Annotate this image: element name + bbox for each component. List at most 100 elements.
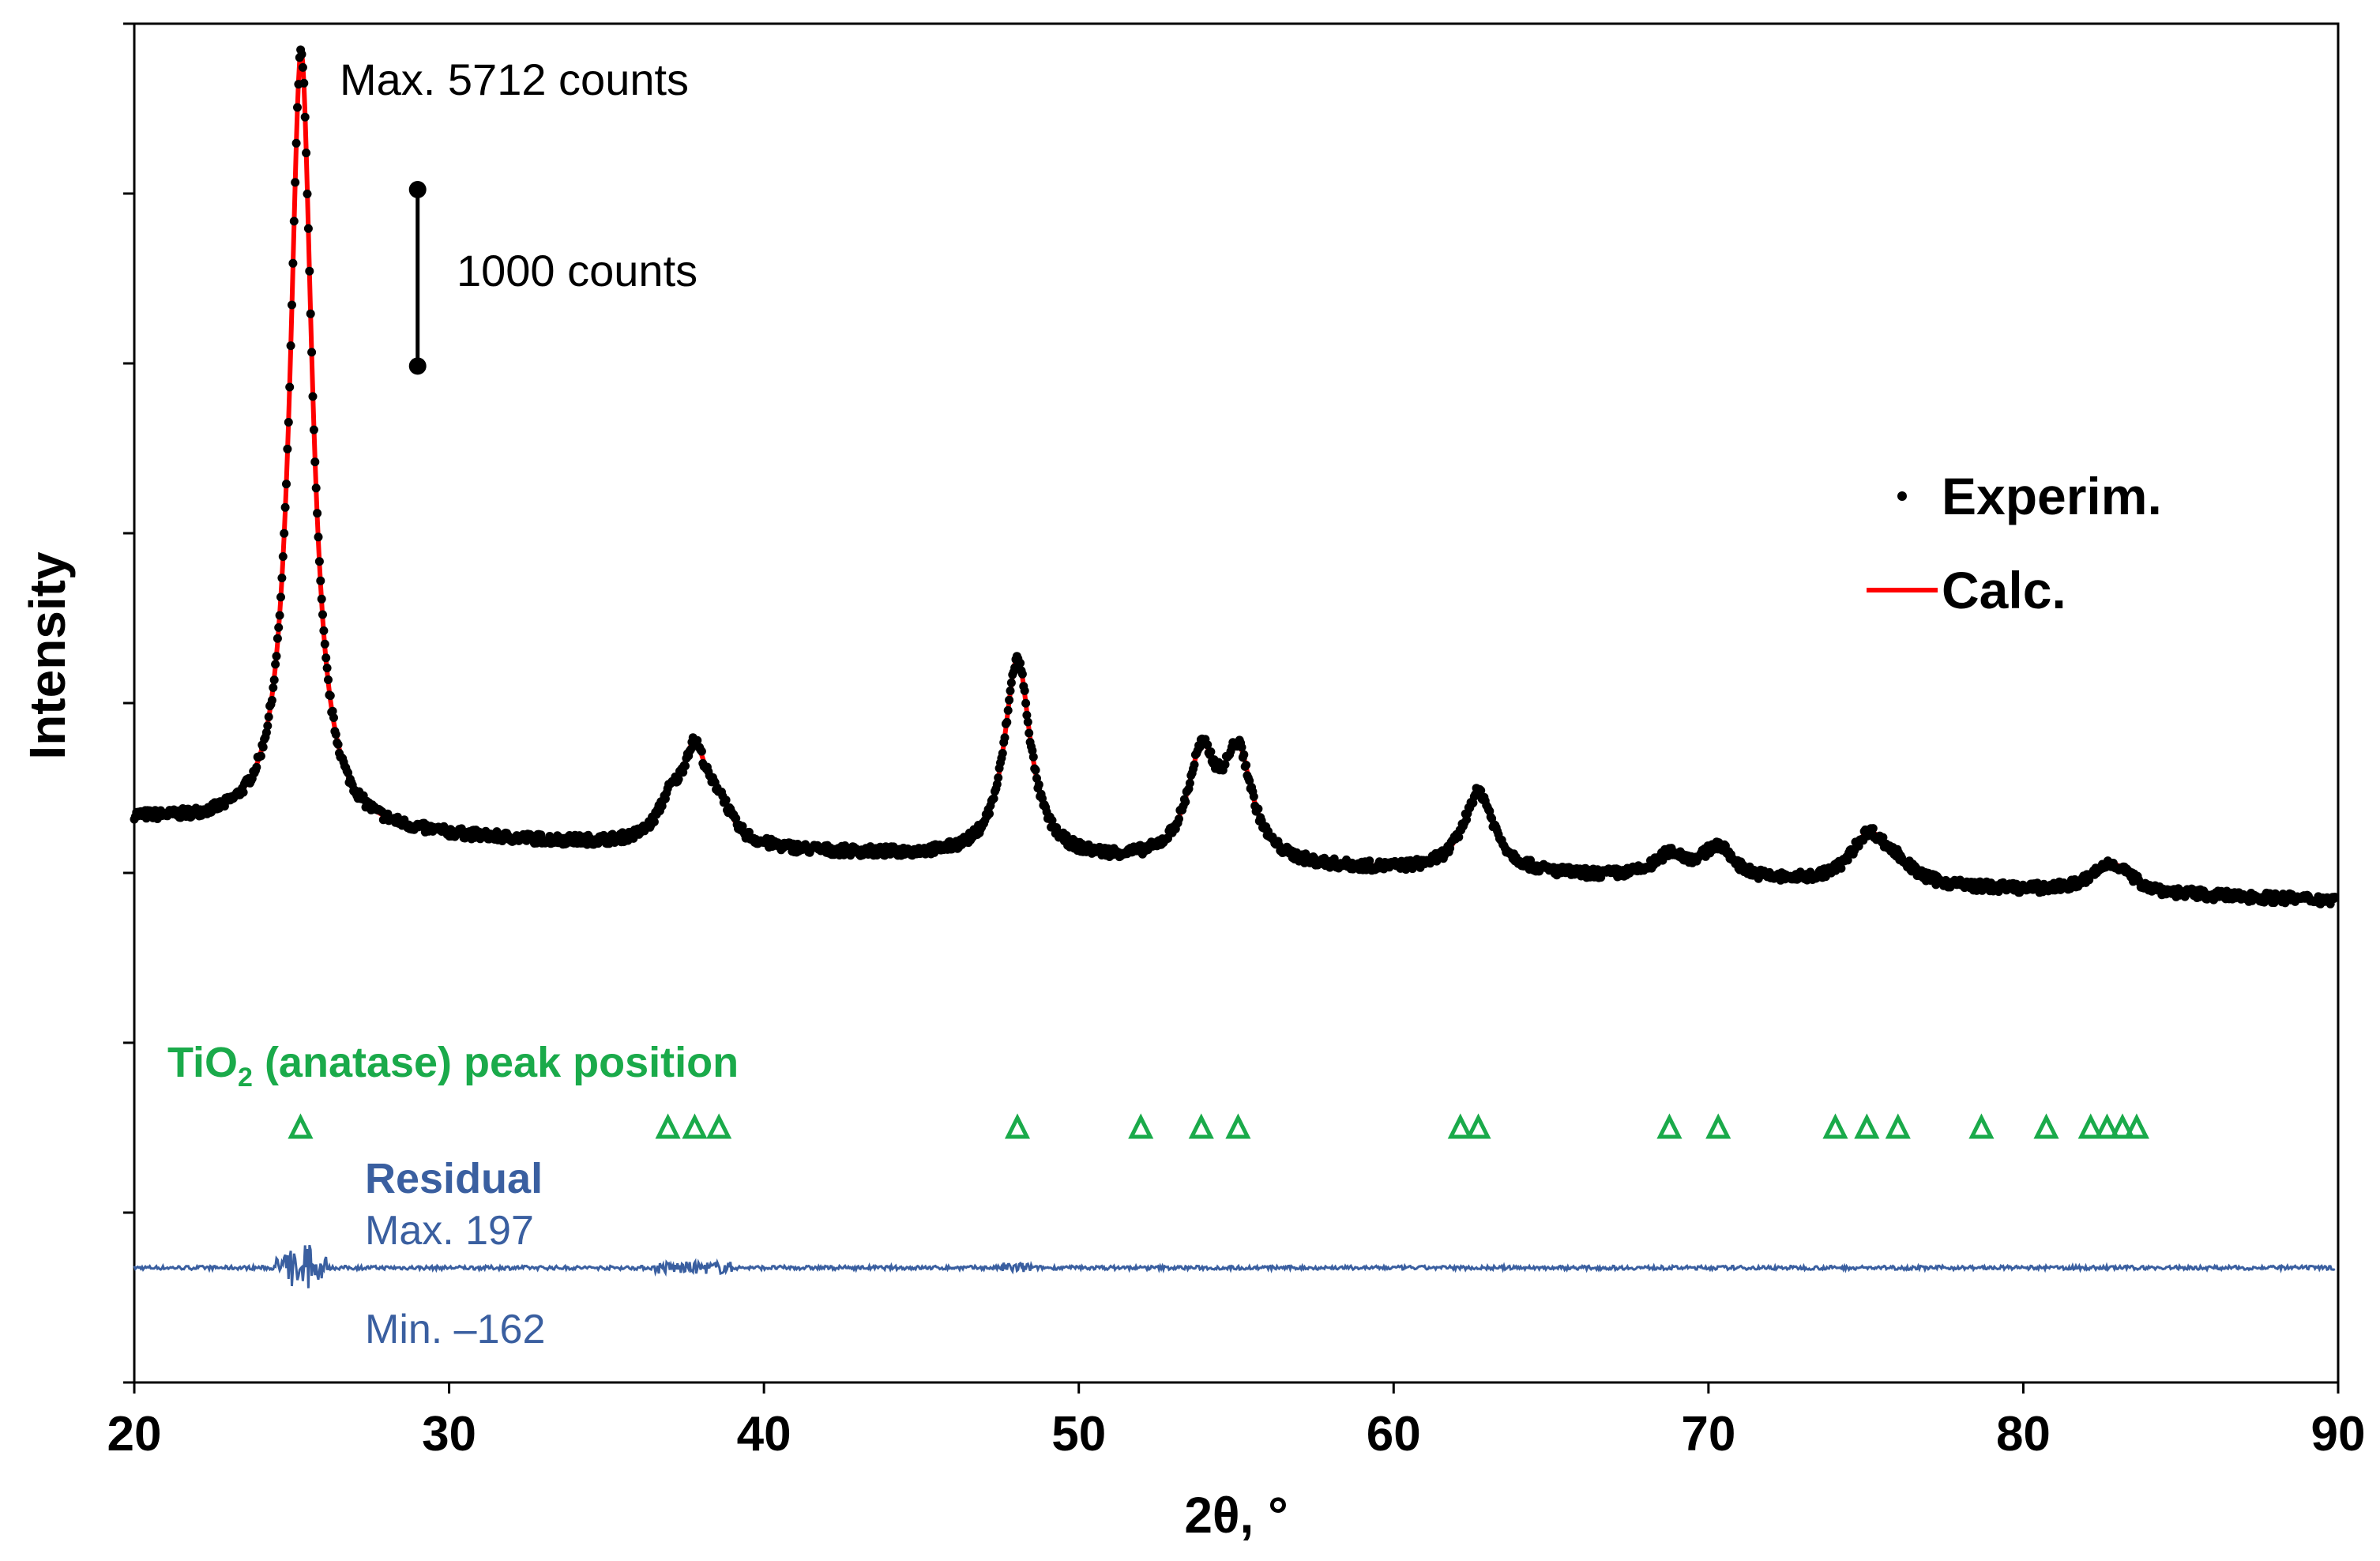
experimental-point bbox=[1843, 856, 1852, 865]
experimental-point bbox=[282, 480, 291, 489]
experimental-point bbox=[325, 691, 335, 701]
experimental-point bbox=[256, 751, 265, 761]
experimental-point bbox=[1020, 686, 1029, 695]
scale-bar-top-dot bbox=[408, 181, 427, 198]
peak-position-marker bbox=[2077, 1113, 2104, 1139]
experimental-point bbox=[1047, 816, 1057, 825]
x-axis-label: 2θ, ° bbox=[1184, 1487, 1288, 1544]
peak-position-marker bbox=[2033, 1113, 2059, 1139]
legend-calculated-label: Calc. bbox=[1942, 561, 2066, 619]
experimental-point bbox=[1002, 717, 1012, 727]
experimental-point bbox=[324, 675, 333, 684]
experimental-point bbox=[306, 309, 315, 318]
experimental-point bbox=[1868, 824, 1878, 833]
peak-position-marker bbox=[1854, 1113, 1880, 1139]
experimental-point bbox=[681, 762, 690, 771]
experimental-point bbox=[280, 502, 290, 512]
experimental-point bbox=[322, 664, 332, 673]
experimental-point bbox=[252, 762, 261, 772]
experimental-point bbox=[288, 258, 298, 268]
experimental-point bbox=[309, 425, 318, 434]
experimental-point bbox=[283, 444, 292, 453]
experimental-point bbox=[1468, 798, 1478, 807]
experimental-point bbox=[272, 652, 281, 661]
experimental-point bbox=[331, 730, 340, 739]
experimental-point bbox=[1185, 778, 1194, 788]
experimental-point bbox=[298, 62, 307, 72]
experimental-point bbox=[328, 706, 337, 716]
y-ticks bbox=[123, 22, 134, 1384]
experimental-point bbox=[317, 594, 326, 604]
experimental-point bbox=[329, 713, 338, 722]
peak-position-marker bbox=[706, 1113, 732, 1139]
experimental-point bbox=[1023, 717, 1032, 727]
experimental-point bbox=[314, 557, 324, 566]
experimental-point bbox=[258, 743, 268, 752]
experimental-point bbox=[308, 392, 318, 401]
peak-position-marker bbox=[1885, 1113, 1911, 1139]
experimental-point bbox=[1203, 740, 1213, 750]
experimental-point bbox=[1025, 728, 1034, 738]
experimental-point bbox=[303, 224, 313, 233]
experimental-point bbox=[320, 639, 329, 649]
experimental-point bbox=[274, 623, 284, 632]
experimental-point bbox=[333, 739, 343, 749]
experimental-point bbox=[1181, 797, 1190, 807]
experimental-point bbox=[285, 382, 295, 392]
experimental-point bbox=[1006, 678, 1016, 687]
x-ticks: 20 30 40 50 60 70 80 90 bbox=[107, 1382, 2366, 1461]
experimental-point bbox=[1249, 792, 1258, 801]
experimental-point bbox=[1034, 780, 1043, 789]
experimental-point bbox=[264, 713, 273, 721]
peak-position-marker bbox=[655, 1113, 681, 1139]
experimental-point bbox=[1021, 698, 1031, 708]
x-tick-label: 80 bbox=[1996, 1407, 2051, 1461]
experimental-point bbox=[985, 809, 994, 818]
experimental-point bbox=[1006, 686, 1015, 695]
experimental-point bbox=[1878, 833, 1888, 842]
experimental-point bbox=[269, 675, 279, 685]
experimental-point bbox=[314, 532, 323, 542]
x-tick-label: 90 bbox=[2311, 1407, 2366, 1461]
experimental-point bbox=[721, 796, 731, 805]
experimental-point bbox=[1242, 761, 1251, 769]
experimental-point bbox=[1476, 786, 1486, 796]
experimental-series bbox=[130, 45, 2340, 908]
x-tick-label: 70 bbox=[1681, 1407, 1735, 1461]
peak-position-marker bbox=[1705, 1113, 1731, 1139]
peak-position-marker bbox=[1968, 1113, 1995, 1139]
experimental-point bbox=[649, 817, 659, 826]
x-tick-label: 30 bbox=[422, 1407, 476, 1461]
experimental-point bbox=[1190, 760, 1199, 769]
experimental-point bbox=[299, 78, 309, 88]
experimental-point bbox=[1220, 760, 1230, 769]
experimental-point bbox=[1028, 752, 1038, 762]
experimental-point bbox=[239, 788, 248, 797]
experimental-point bbox=[311, 483, 321, 493]
experimental-point bbox=[307, 348, 317, 357]
experimental-point bbox=[291, 138, 301, 148]
residual-title: Residual bbox=[365, 1155, 543, 1202]
experimental-point bbox=[297, 50, 306, 59]
experimental-point bbox=[269, 683, 278, 692]
experimental-point bbox=[261, 728, 271, 737]
experimental-point bbox=[291, 178, 300, 187]
scale-bar: 1000 counts bbox=[408, 181, 697, 375]
experimental-point bbox=[998, 749, 1007, 758]
scale-bar-label: 1000 counts bbox=[457, 246, 697, 295]
experimental-point bbox=[693, 735, 702, 745]
legend-experimental-marker bbox=[1897, 491, 1907, 501]
peak-position-marker bbox=[682, 1113, 708, 1139]
experimental-point bbox=[303, 190, 312, 198]
experimental-point bbox=[318, 610, 327, 619]
peak-positions-label: TiO2 (anatase) peak position bbox=[167, 1039, 739, 1093]
experimental-point bbox=[1454, 833, 1464, 842]
experimental-point bbox=[275, 611, 284, 620]
residual-series bbox=[133, 1244, 2336, 1288]
peak-position-marker bbox=[288, 1113, 314, 1139]
peak-position-marker bbox=[1225, 1113, 1251, 1139]
experimental-point bbox=[1005, 695, 1014, 705]
experimental-point bbox=[293, 103, 302, 112]
x-tick-label: 60 bbox=[1367, 1407, 1421, 1461]
